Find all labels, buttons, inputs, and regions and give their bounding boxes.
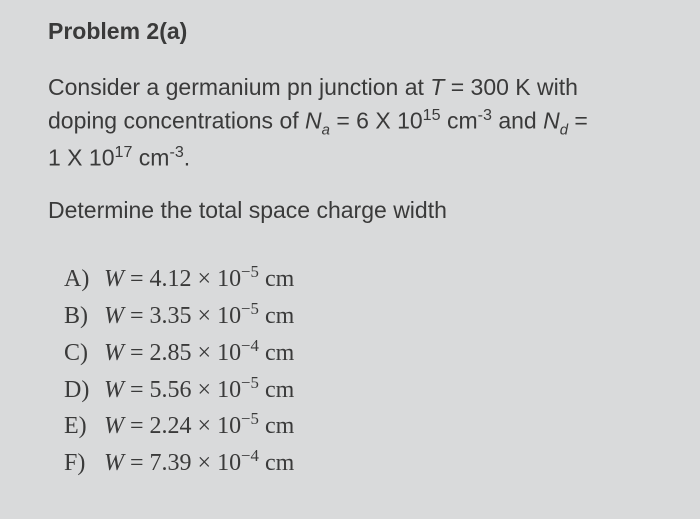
line3-unit-pre: cm <box>132 145 169 171</box>
choice-eq: = <box>130 303 150 329</box>
line3-end: . <box>184 145 190 171</box>
line3-pre: 1 X 10 <box>48 145 115 171</box>
choices-list: A) W = 4.12 × 10−5 cm B) W = 3.35 × 10−5… <box>48 260 670 481</box>
choice-times: × 10 <box>192 377 242 403</box>
choice-coef: 2.85 <box>150 340 192 366</box>
choice-times: × 10 <box>192 450 242 476</box>
choice-coef: 7.39 <box>150 450 192 476</box>
choice-W: W <box>104 303 124 329</box>
choice-label: D) <box>64 373 98 408</box>
choice-eq: = <box>130 413 150 439</box>
choice-label: F) <box>64 446 98 481</box>
choice-unit-cm: cm <box>265 450 294 476</box>
choice-W: W <box>104 413 124 439</box>
Na-exp: 15 <box>423 106 441 124</box>
choice-exp: −5 <box>241 409 259 428</box>
sub-Na: a <box>322 122 330 139</box>
problem-statement: Consider a germanium pn junction at T = … <box>48 71 670 175</box>
choice-exp: −5 <box>241 299 259 318</box>
sub-Nd: d <box>560 122 568 139</box>
choice-unit-cm: cm <box>265 413 294 439</box>
choice-E: E) W = 2.24 × 10−5 cm <box>64 407 670 444</box>
choice-coef: 5.56 <box>150 377 192 403</box>
choice-times: × 10 <box>192 303 242 329</box>
choice-W: W <box>104 340 124 366</box>
choice-eq: = <box>130 266 150 292</box>
choice-coef: 2.24 <box>150 413 192 439</box>
choice-A: A) W = 4.12 × 10−5 cm <box>64 260 670 297</box>
var-Na: N <box>305 108 322 134</box>
choice-exp: −4 <box>241 446 259 465</box>
Na-unit-exp: -3 <box>478 106 492 124</box>
choice-W: W <box>104 266 124 292</box>
problem-title: Problem 2(a) <box>48 18 670 45</box>
and-text: and <box>492 108 543 134</box>
choice-eq: = <box>130 377 150 403</box>
choice-exp: −5 <box>241 262 259 281</box>
Na-val: = 6 X 10 <box>330 108 423 134</box>
choice-exp: −5 <box>241 373 259 392</box>
choice-label: E) <box>64 409 98 444</box>
choice-coef: 3.35 <box>150 303 192 329</box>
choice-times: × 10 <box>192 413 242 439</box>
choice-label: A) <box>64 262 98 297</box>
Nd-eq: = <box>568 108 588 134</box>
var-T: T <box>430 74 444 100</box>
choice-C: C) W = 2.85 × 10−4 cm <box>64 334 670 371</box>
choice-unit-cm: cm <box>265 303 294 329</box>
stmt-line2-pre: doping concentrations of <box>48 108 305 134</box>
choice-W: W <box>104 450 124 476</box>
choice-coef: 4.12 <box>150 266 192 292</box>
choice-unit-cm: cm <box>265 377 294 403</box>
choice-F: F) W = 7.39 × 10−4 cm <box>64 444 670 481</box>
choice-label: B) <box>64 299 98 334</box>
choice-W: W <box>104 377 124 403</box>
Na-unit-pre: cm <box>441 108 478 134</box>
line3-unit-exp: -3 <box>169 143 183 161</box>
choice-B: B) W = 3.35 × 10−5 cm <box>64 297 670 334</box>
choice-unit-cm: cm <box>265 340 294 366</box>
stmt-line1-pre: Consider a germanium pn junction at <box>48 74 430 100</box>
stmt-T-eq: = 300 K with <box>444 74 578 100</box>
choice-times: × 10 <box>192 266 242 292</box>
choice-label: C) <box>64 336 98 371</box>
choice-unit-cm: cm <box>265 266 294 292</box>
question-text: Determine the total space charge width <box>48 197 670 224</box>
choice-eq: = <box>130 450 150 476</box>
var-Nd: N <box>543 108 560 134</box>
line3-exp: 17 <box>115 143 133 161</box>
choice-exp: −4 <box>241 336 259 355</box>
choice-D: D) W = 5.56 × 10−5 cm <box>64 371 670 408</box>
choice-times: × 10 <box>192 340 242 366</box>
choice-eq: = <box>130 340 150 366</box>
